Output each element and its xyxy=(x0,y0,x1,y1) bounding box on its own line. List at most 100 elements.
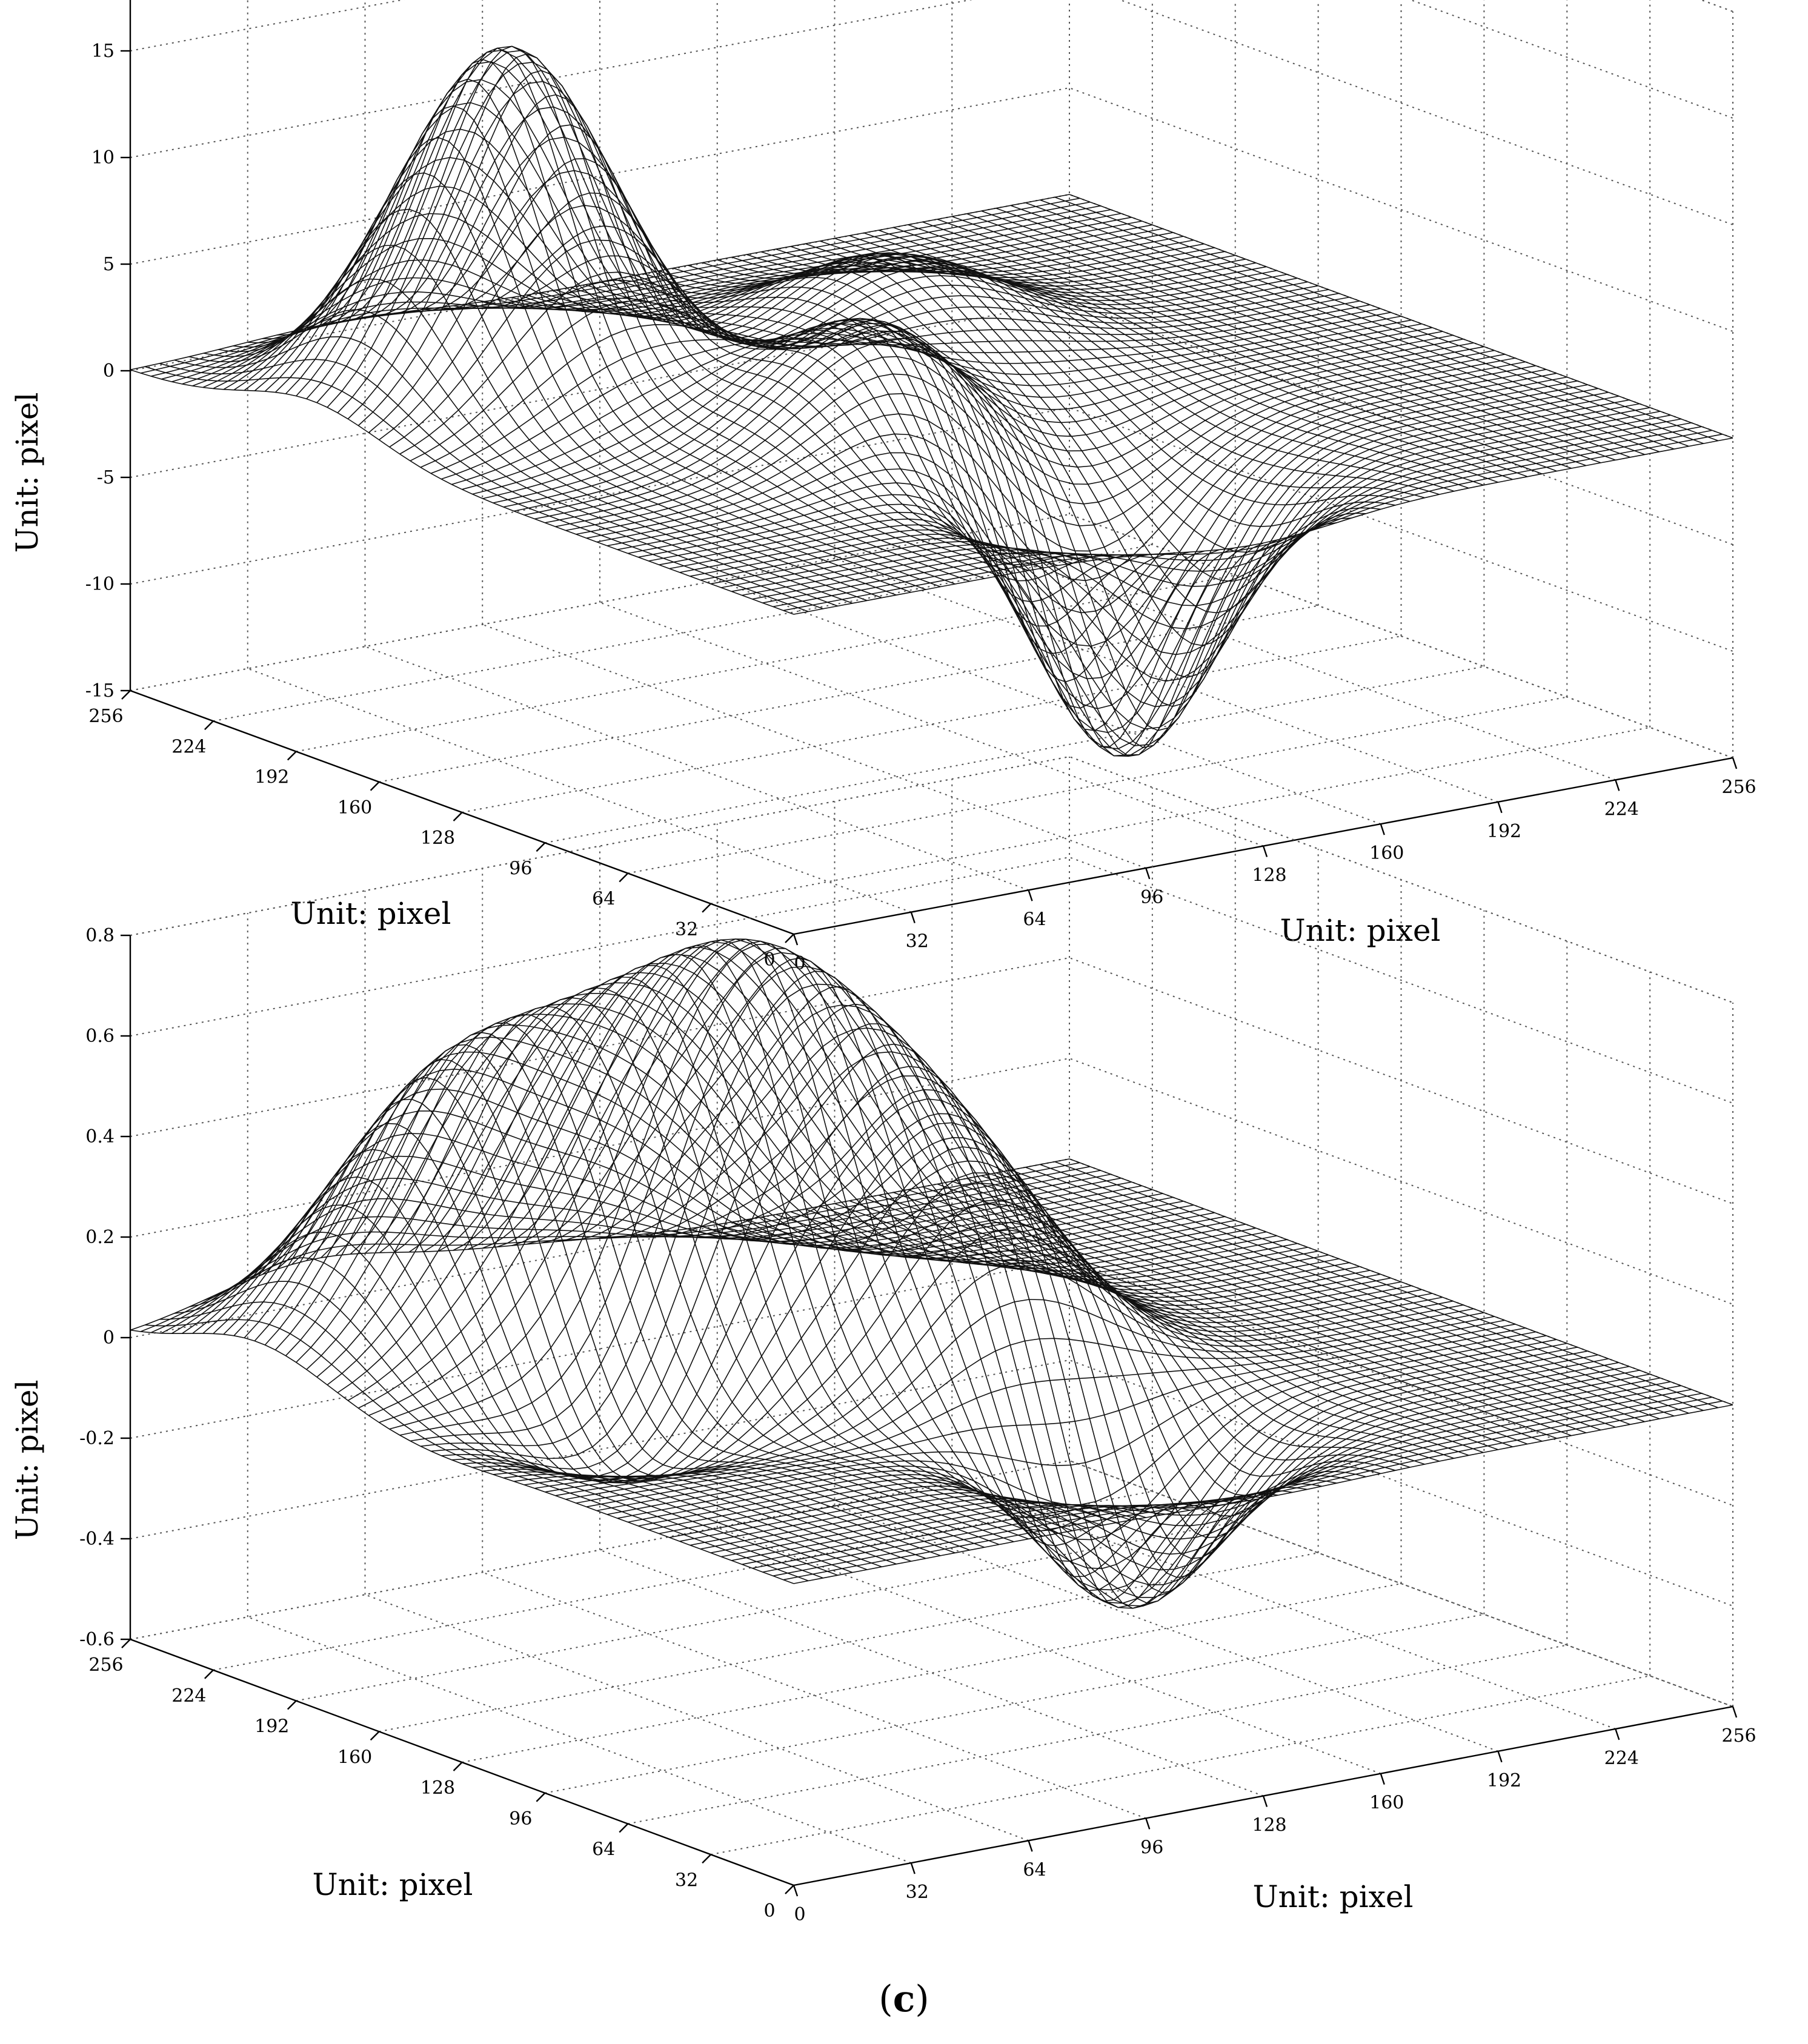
grid-line xyxy=(130,406,1733,652)
x-tick xyxy=(1497,801,1503,814)
z-axis-label: Unit: pixel xyxy=(10,393,45,553)
x-tick xyxy=(1028,1840,1033,1852)
x-tick xyxy=(1028,889,1033,901)
grid-line xyxy=(213,1490,1153,1671)
y-tick xyxy=(619,1823,629,1833)
grid-line xyxy=(130,0,1733,225)
grid-line xyxy=(130,1459,1733,1707)
grid-line xyxy=(462,635,1401,813)
mesh-columns xyxy=(130,45,1733,757)
tick-labels: 20151050-5-10-15032649612816019222425603… xyxy=(85,41,1756,974)
y-tick-label: 96 xyxy=(509,1808,532,1830)
y-tick xyxy=(702,1854,711,1864)
grid-line xyxy=(834,1504,1498,1752)
x-tick xyxy=(1145,868,1151,880)
surface-mesh xyxy=(130,45,1733,757)
x-tick xyxy=(910,1862,916,1874)
grid-line xyxy=(296,574,1235,752)
z-tick-label: -0.6 xyxy=(79,1629,115,1650)
grid-line xyxy=(365,646,1029,891)
x-tick-label: 224 xyxy=(1604,798,1639,820)
y-tick-label: 160 xyxy=(337,1747,372,1768)
y-tick-label: 64 xyxy=(592,889,615,910)
z-tick-label: 5 xyxy=(103,254,115,275)
y-tick-label: 32 xyxy=(675,1870,698,1891)
x-tick-label: 256 xyxy=(1721,777,1756,798)
figure-caption: (c) xyxy=(879,1978,929,2020)
grid-line xyxy=(545,666,1484,844)
grid-line xyxy=(628,696,1567,874)
grid-line xyxy=(130,755,1733,1003)
y-tick xyxy=(536,1792,546,1802)
y-tick xyxy=(204,720,214,731)
grid-line xyxy=(1069,514,1733,758)
grid-line xyxy=(130,1359,1733,1607)
x-axis-label: Unit: pixel xyxy=(1280,913,1441,948)
y-axis-label: Unit: pixel xyxy=(313,1867,473,1902)
tick-labels: 0.8 0.6 0.4 0.2 0 -0.2 -0.4 -0.6 0 32 64 96 128 160 19… xyxy=(79,925,1756,1925)
y-tick xyxy=(370,781,380,791)
y-tick xyxy=(121,1639,131,1648)
x-tick-label: 192 xyxy=(1487,1770,1521,1791)
y-tick xyxy=(453,812,463,821)
z-tick-label: 0.4 xyxy=(85,1126,115,1147)
x-tick-label: 0 xyxy=(794,1904,805,1925)
x-tick-label: 32 xyxy=(906,931,929,952)
x-tick xyxy=(1732,757,1738,769)
grid-line xyxy=(710,1675,1650,1856)
x-tick-label: 128 xyxy=(1252,1815,1286,1836)
plot-grid xyxy=(130,0,1733,935)
x-tick xyxy=(1145,1817,1151,1830)
grid-line xyxy=(130,856,1733,1104)
grid-line xyxy=(482,623,1146,869)
z-tick-label: -0.2 xyxy=(79,1428,115,1449)
grid-line xyxy=(834,557,1498,803)
grid-line xyxy=(130,87,1733,332)
grid-line xyxy=(379,605,1318,783)
y-tick xyxy=(287,1700,297,1710)
grid-line xyxy=(717,1527,1381,1774)
x-tick-label: 160 xyxy=(1369,1793,1404,1814)
y-tick xyxy=(370,1731,380,1741)
x-axis-label: Unit: pixel xyxy=(1253,1879,1414,1914)
grid-line xyxy=(462,1583,1401,1763)
x-tick xyxy=(1615,1728,1620,1740)
z-tick-label: 0.6 xyxy=(85,1026,115,1047)
x-tick xyxy=(1380,823,1385,835)
surface-plot-bottom: 0.8 0.6 0.4 0.2 0 -0.2 -0.4 -0.6 0 32 64 96 128 160 19… xyxy=(10,755,1756,1925)
x-tick-label: 64 xyxy=(1023,909,1046,930)
y-tick xyxy=(785,1885,794,1894)
caption-letter: c xyxy=(893,1978,916,2020)
grid-line xyxy=(130,755,1733,1003)
y-tick-label: 192 xyxy=(254,767,289,788)
y-tick-label: 224 xyxy=(171,1685,206,1707)
grid-line xyxy=(247,1616,912,1864)
x-tick-label: 256 xyxy=(1721,1725,1756,1747)
grid-line xyxy=(130,0,1733,119)
x-tick-label: 160 xyxy=(1369,843,1404,864)
grid-line xyxy=(545,1613,1484,1794)
z-tick-label: -15 xyxy=(85,680,115,702)
grid-line xyxy=(710,726,1650,904)
x-tick xyxy=(1262,1796,1268,1807)
y-tick-label: 64 xyxy=(592,1839,615,1860)
z-tick-label: 0.2 xyxy=(85,1227,115,1248)
x-tick xyxy=(793,934,799,946)
y-tick-label: 224 xyxy=(171,736,206,757)
plot-axes xyxy=(121,934,1738,1897)
y-tick xyxy=(785,934,794,943)
y-axis-label: Unit: pixel xyxy=(291,896,451,931)
y-tick xyxy=(702,903,711,913)
y-tick xyxy=(453,1762,463,1771)
grid-line xyxy=(296,1521,1235,1702)
y-tick xyxy=(287,751,297,761)
y-tick-label: 256 xyxy=(88,706,123,727)
x-tick-label: 32 xyxy=(906,1882,929,1903)
grid-line xyxy=(1700,0,1733,12)
y-tick-label: 32 xyxy=(675,919,698,940)
y-tick-label: 256 xyxy=(88,1654,123,1676)
grid-line xyxy=(1700,0,1733,12)
y-tick xyxy=(536,842,546,852)
mesh-rows xyxy=(130,938,1733,1609)
caption-close: ) xyxy=(915,1978,929,2020)
